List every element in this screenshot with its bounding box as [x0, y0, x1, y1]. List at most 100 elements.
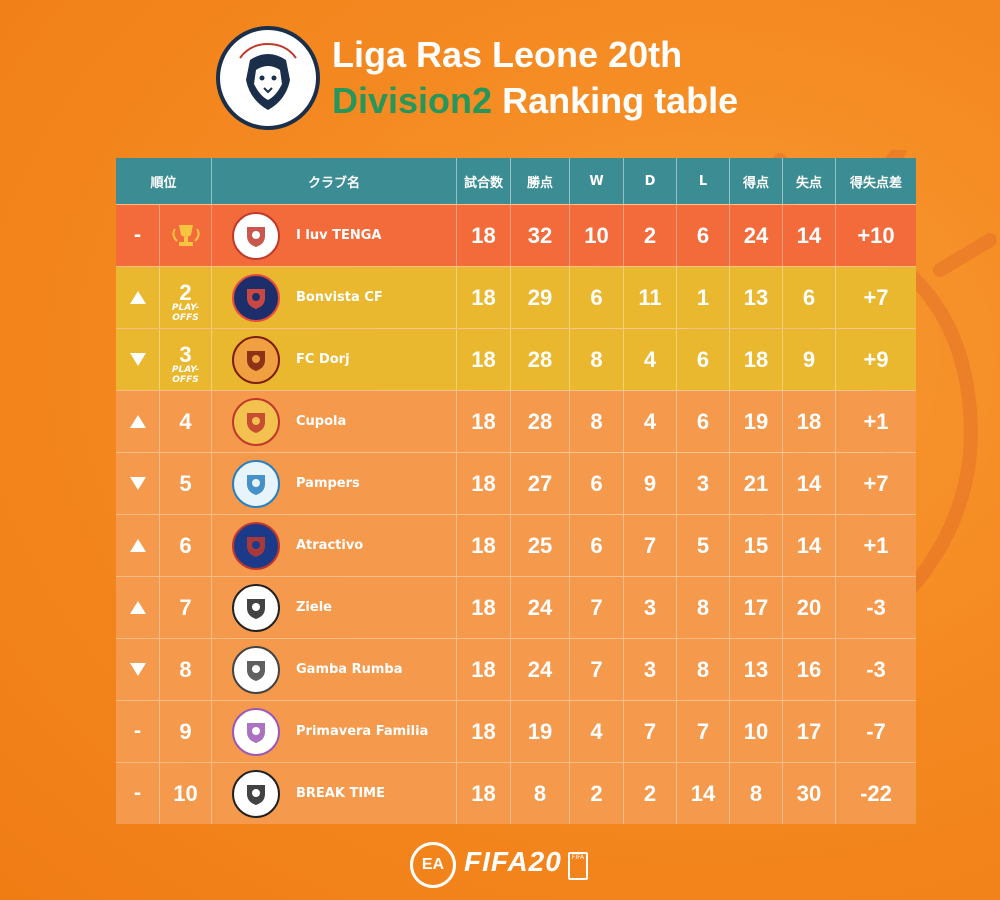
table-row: 8 Gamba Rumba 18 24 7 3 8 13 16 -3 — [116, 638, 916, 700]
goals-against-cell: 20 — [783, 577, 836, 638]
losses-cell: 5 — [677, 515, 730, 576]
movement-cell — [116, 453, 160, 514]
fifa-brand: FIFA20 — [464, 846, 562, 877]
crest-emblem-icon — [247, 288, 265, 309]
club-cell: Primavera Familia — [212, 701, 457, 762]
title-rest: Ranking table — [492, 80, 739, 121]
goal-diff-cell: +10 — [836, 205, 916, 266]
club-name: Ziele — [296, 600, 332, 615]
crest-emblem-icon — [247, 412, 265, 433]
crest-emblem-icon — [247, 536, 265, 557]
rank-cell: 8 — [160, 639, 212, 700]
rank-cell: 9 — [160, 701, 212, 762]
club-cell: Ziele — [212, 577, 457, 638]
cupola-crest-icon — [232, 397, 280, 446]
rank-number: 8 — [179, 656, 192, 682]
club-name: Bonvista CF — [296, 290, 383, 305]
wins-cell: 10 — [570, 205, 624, 266]
movement-cell: - — [116, 701, 160, 762]
arrow-down-icon — [129, 663, 146, 676]
movement-cell: - — [116, 205, 160, 266]
pampers-crest-icon — [232, 459, 280, 508]
title-line-1: Liga Ras Leone 20th — [332, 34, 683, 75]
goals-against-cell: 17 — [783, 701, 836, 762]
fifa-tag-icon: FIFA — [568, 852, 588, 880]
club-cell: I luv TENGA — [212, 205, 457, 266]
draws-cell: 7 — [624, 701, 677, 762]
played-cell: 18 — [457, 763, 511, 824]
played-cell: 18 — [457, 453, 511, 514]
table-header-row: 順位 クラブ名 試合数 勝点 W D L 得点 失点 得失点差 — [116, 158, 916, 204]
losses-cell: 14 — [677, 763, 730, 824]
points-cell: 25 — [511, 515, 570, 576]
col-rank-header: 順位 — [116, 158, 212, 204]
draws-cell: 4 — [624, 329, 677, 390]
draws-cell: 3 — [624, 577, 677, 638]
movement-cell — [116, 515, 160, 576]
club-name: Primavera Familia — [296, 724, 429, 739]
crest-emblem-icon — [247, 660, 265, 681]
club-cell: Cupola — [212, 391, 457, 452]
ziele-crest-icon — [232, 583, 280, 632]
draws-cell: 9 — [624, 453, 677, 514]
goals-against-cell: 14 — [783, 453, 836, 514]
page-header: Liga Ras Leone 20th Division2 Ranking ta… — [216, 24, 836, 134]
played-cell: 18 — [457, 577, 511, 638]
lion-logo-icon — [222, 32, 314, 124]
goal-diff-cell: -3 — [836, 577, 916, 638]
col-d-header: D — [624, 158, 677, 204]
table-row: 5 Pampers 18 27 6 9 3 21 14 +7 — [116, 452, 916, 514]
played-cell: 18 — [457, 639, 511, 700]
goals-for-cell: 13 — [730, 639, 783, 700]
rank-number: 3 — [179, 341, 192, 367]
wins-cell: 2 — [570, 763, 624, 824]
rank-cell: 3 PLAY-OFFS — [160, 329, 212, 390]
gamba-rumba-crest-icon — [232, 645, 280, 694]
movement-cell — [116, 391, 160, 452]
points-cell: 8 — [511, 763, 570, 824]
table-body: -I luv TENGA 18 32 10 2 6 24 14 +10 2 PLAY-OFFS Bon… — [116, 204, 916, 824]
no-change-icon: - — [133, 721, 142, 742]
draws-cell: 2 — [624, 763, 677, 824]
points-cell: 32 — [511, 205, 570, 266]
rank-cell: 4 — [160, 391, 212, 452]
losses-cell: 7 — [677, 701, 730, 762]
fdj-crest-icon — [232, 335, 280, 384]
club-name: Gamba Rumba — [296, 662, 403, 677]
points-cell: 28 — [511, 329, 570, 390]
played-cell: 18 — [457, 515, 511, 576]
draws-cell: 2 — [624, 205, 677, 266]
played-cell: 18 — [457, 391, 511, 452]
goals-against-cell: 18 — [783, 391, 836, 452]
goal-diff-cell: +1 — [836, 391, 916, 452]
points-cell: 28 — [511, 391, 570, 452]
arrow-down-icon — [129, 353, 146, 366]
table-row: - I luv TENGA 18 32 10 2 6 24 14 +10 — [116, 204, 916, 266]
playoff-label: PLAY-OFFS — [171, 365, 200, 385]
movement-cell — [116, 577, 160, 638]
crest-emblem-icon — [247, 598, 265, 619]
goals-against-cell: 9 — [783, 329, 836, 390]
points-cell: 19 — [511, 701, 570, 762]
table-row: 2 PLAY-OFFS Bonvista CF 18 29 6 11 1 13 6 +7 — [116, 266, 916, 328]
arrow-up-icon — [129, 601, 146, 614]
goal-diff-cell: +7 — [836, 267, 916, 328]
points-cell: 27 — [511, 453, 570, 514]
wins-cell: 7 — [570, 577, 624, 638]
arrow-down-icon — [129, 477, 146, 490]
club-cell: Atractivo — [212, 515, 457, 576]
rank-number: 9 — [179, 718, 192, 744]
tng-crest-icon — [232, 211, 280, 260]
played-cell: 18 — [457, 205, 511, 266]
movement-cell — [116, 639, 160, 700]
club-name: Pampers — [296, 476, 360, 491]
table-row: 3 PLAY-OFFS FC Dorj 18 28 8 4 6 18 9 +9 — [116, 328, 916, 390]
rank-number: 7 — [179, 594, 192, 620]
arrow-up-icon — [129, 415, 146, 428]
goal-diff-cell: -7 — [836, 701, 916, 762]
losses-cell: 6 — [677, 329, 730, 390]
rank-cell: 10 — [160, 763, 212, 824]
table-row: -9 Primavera Familia 18 19 4 7 7 10 17 -7 — [116, 700, 916, 762]
rank-cell: 5 — [160, 453, 212, 514]
goals-for-cell: 19 — [730, 391, 783, 452]
